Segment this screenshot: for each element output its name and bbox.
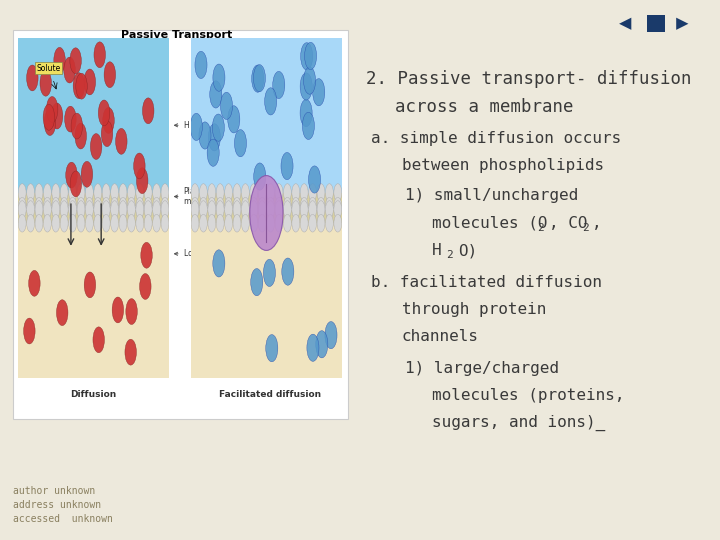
Text: H gh  concentration: H gh concentration <box>174 121 259 130</box>
Text: Passive Transport: Passive Transport <box>121 30 232 40</box>
Text: across a membrane: across a membrane <box>395 98 573 116</box>
Text: Low  concentration: Low concentration <box>174 249 256 258</box>
Text: a. simple diffusion occurs: a. simple diffusion occurs <box>371 131 621 146</box>
Text: 1) small/uncharged: 1) small/uncharged <box>405 188 578 203</box>
Text: molecules (O: molecules (O <box>432 216 547 231</box>
Text: H: H <box>432 243 441 258</box>
Text: between phospholipids: between phospholipids <box>402 158 604 173</box>
Text: molecules (proteins,: molecules (proteins, <box>432 388 624 403</box>
Text: Facilitated diffusion: Facilitated diffusion <box>219 390 321 399</box>
Text: 1) large/charged: 1) large/charged <box>405 361 559 376</box>
Text: 2: 2 <box>537 223 544 233</box>
Text: Transport
protein: Transport protein <box>291 229 338 260</box>
Text: Plasma
membrane: Plasma membrane <box>174 187 225 206</box>
Text: Diffusion: Diffusion <box>71 390 117 399</box>
FancyBboxPatch shape <box>13 30 348 418</box>
Text: ,: , <box>592 216 601 231</box>
Text: b. facilitated diffusion: b. facilitated diffusion <box>371 275 602 291</box>
Text: channels: channels <box>402 329 479 345</box>
Text: sugars, and ions)_: sugars, and ions)_ <box>432 415 606 431</box>
Text: O): O) <box>458 243 477 258</box>
Text: 2: 2 <box>446 250 453 260</box>
Text: 2. Passive transport- diffusion: 2. Passive transport- diffusion <box>366 70 691 88</box>
FancyBboxPatch shape <box>647 15 665 32</box>
Text: 2: 2 <box>582 223 588 233</box>
Text: , CO: , CO <box>549 216 587 231</box>
Text: through protein: through protein <box>402 302 546 318</box>
Text: author unknown
address unknown
accessed  unknown: author unknown address unknown accessed … <box>13 486 113 524</box>
